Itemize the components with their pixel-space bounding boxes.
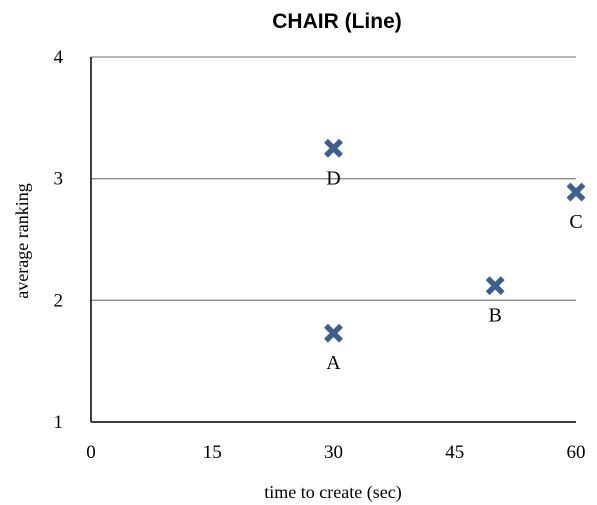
marker-C (566, 182, 586, 202)
y-tick-3: 3 (54, 169, 64, 190)
x-tick-15: 15 (203, 442, 222, 463)
x-tick-30: 30 (324, 442, 343, 463)
point-label-C: C (569, 211, 582, 233)
x-tick-0: 0 (86, 442, 96, 463)
marker-A (324, 323, 343, 343)
y-tick-4: 4 (54, 47, 64, 68)
y-tick-labels: 1 2 3 4 (54, 47, 64, 433)
y-tick-2: 2 (54, 290, 64, 311)
point-label-D: D (326, 167, 340, 189)
y-tick-1: 1 (54, 412, 64, 433)
marker-D (324, 138, 343, 158)
x-tick-60: 60 (567, 442, 586, 463)
point-B: B (485, 276, 505, 327)
chart-title: CHAIR (Line) (272, 10, 402, 33)
point-label-B: B (488, 305, 501, 327)
x-tick-45: 45 (445, 442, 464, 463)
point-C: C (566, 182, 586, 233)
data-points: A B C D (324, 138, 586, 374)
axes (90, 57, 576, 423)
point-label-A: A (326, 352, 341, 374)
gridlines (91, 56, 576, 301)
x-axis-label: time to create (sec) (264, 482, 401, 503)
point-D: D (324, 138, 343, 189)
x-tick-labels: 0 15 30 45 60 (86, 442, 585, 463)
y-axis-label: average ranking (12, 183, 32, 298)
marker-B (485, 276, 505, 296)
point-A: A (324, 323, 343, 374)
